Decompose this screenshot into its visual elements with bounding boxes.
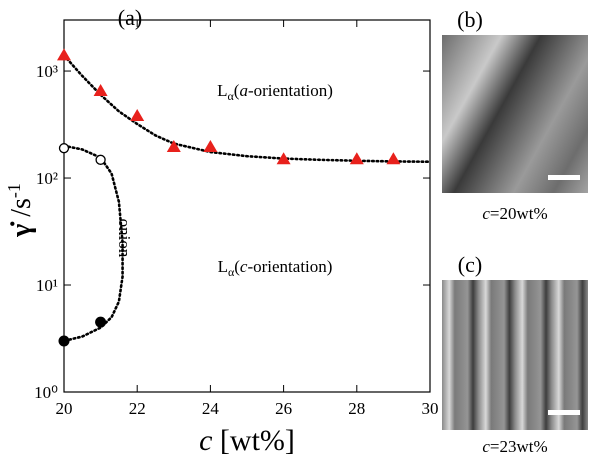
x-tick-label: 26: [275, 399, 292, 418]
scale-bar: [548, 175, 580, 180]
page: (b) (c) c=20wt% c=23wt% (a) c [wt%] γ̇ /…: [0, 0, 594, 465]
marker-triangle: [130, 109, 144, 121]
marker-open-circle: [60, 144, 69, 153]
y-tick-label: 10³: [36, 62, 58, 81]
caption-part: =20wt%: [490, 204, 548, 223]
annotation-part: -orientation): [247, 257, 332, 276]
marker-triangle: [350, 152, 364, 164]
x-label-part: [wt%]: [212, 424, 294, 457]
panel-label: (a): [118, 5, 142, 30]
caption: c=20wt%: [482, 204, 547, 223]
caption: c=23wt%: [482, 437, 547, 456]
y-label-part: /s: [6, 198, 37, 224]
micrograph-c: [442, 280, 588, 430]
x-tick-label: 20: [56, 399, 73, 418]
annotation-part: L: [218, 257, 228, 276]
panel-label: (c): [458, 252, 482, 277]
marker-circle: [59, 335, 70, 346]
y-tick-label: 10⁰: [34, 383, 58, 402]
marker-triangle: [203, 140, 217, 152]
x-tick-label: 24: [202, 399, 220, 418]
annotation: Lα(a-orientation): [217, 81, 333, 103]
y-axis-label: γ̇ /s-1: [4, 183, 37, 238]
x-label-part: c: [199, 424, 212, 457]
figure: (b) (c) c=20wt% c=23wt% (a) c [wt%] γ̇ /…: [0, 0, 594, 460]
annotation: Lα(c-orientation): [218, 257, 333, 279]
x-tick-label: 28: [348, 399, 365, 418]
marker-triangle: [386, 152, 400, 164]
marker-circle: [95, 317, 106, 328]
fit-line: [64, 146, 123, 341]
micrograph-b: [442, 35, 588, 193]
marker-open-circle: [96, 155, 105, 164]
caption-part: =23wt%: [490, 437, 548, 456]
x-axis-label: c [wt%]: [199, 424, 295, 457]
panel-label: (b): [457, 7, 483, 32]
y-tick-label: 10²: [36, 169, 58, 188]
y-tick-label: 10¹: [36, 276, 58, 295]
annotation-part: a: [239, 81, 248, 100]
x-tick-label: 22: [129, 399, 146, 418]
annotation-part: L: [217, 81, 227, 100]
marker-triangle: [57, 48, 71, 60]
fit-line: [64, 55, 430, 161]
scale-bar: [548, 410, 580, 415]
annotation-part: -orientation): [248, 81, 333, 100]
y-label-part: -1: [4, 183, 24, 198]
x-tick-label: 30: [422, 399, 439, 418]
annotation: onion: [115, 219, 134, 258]
